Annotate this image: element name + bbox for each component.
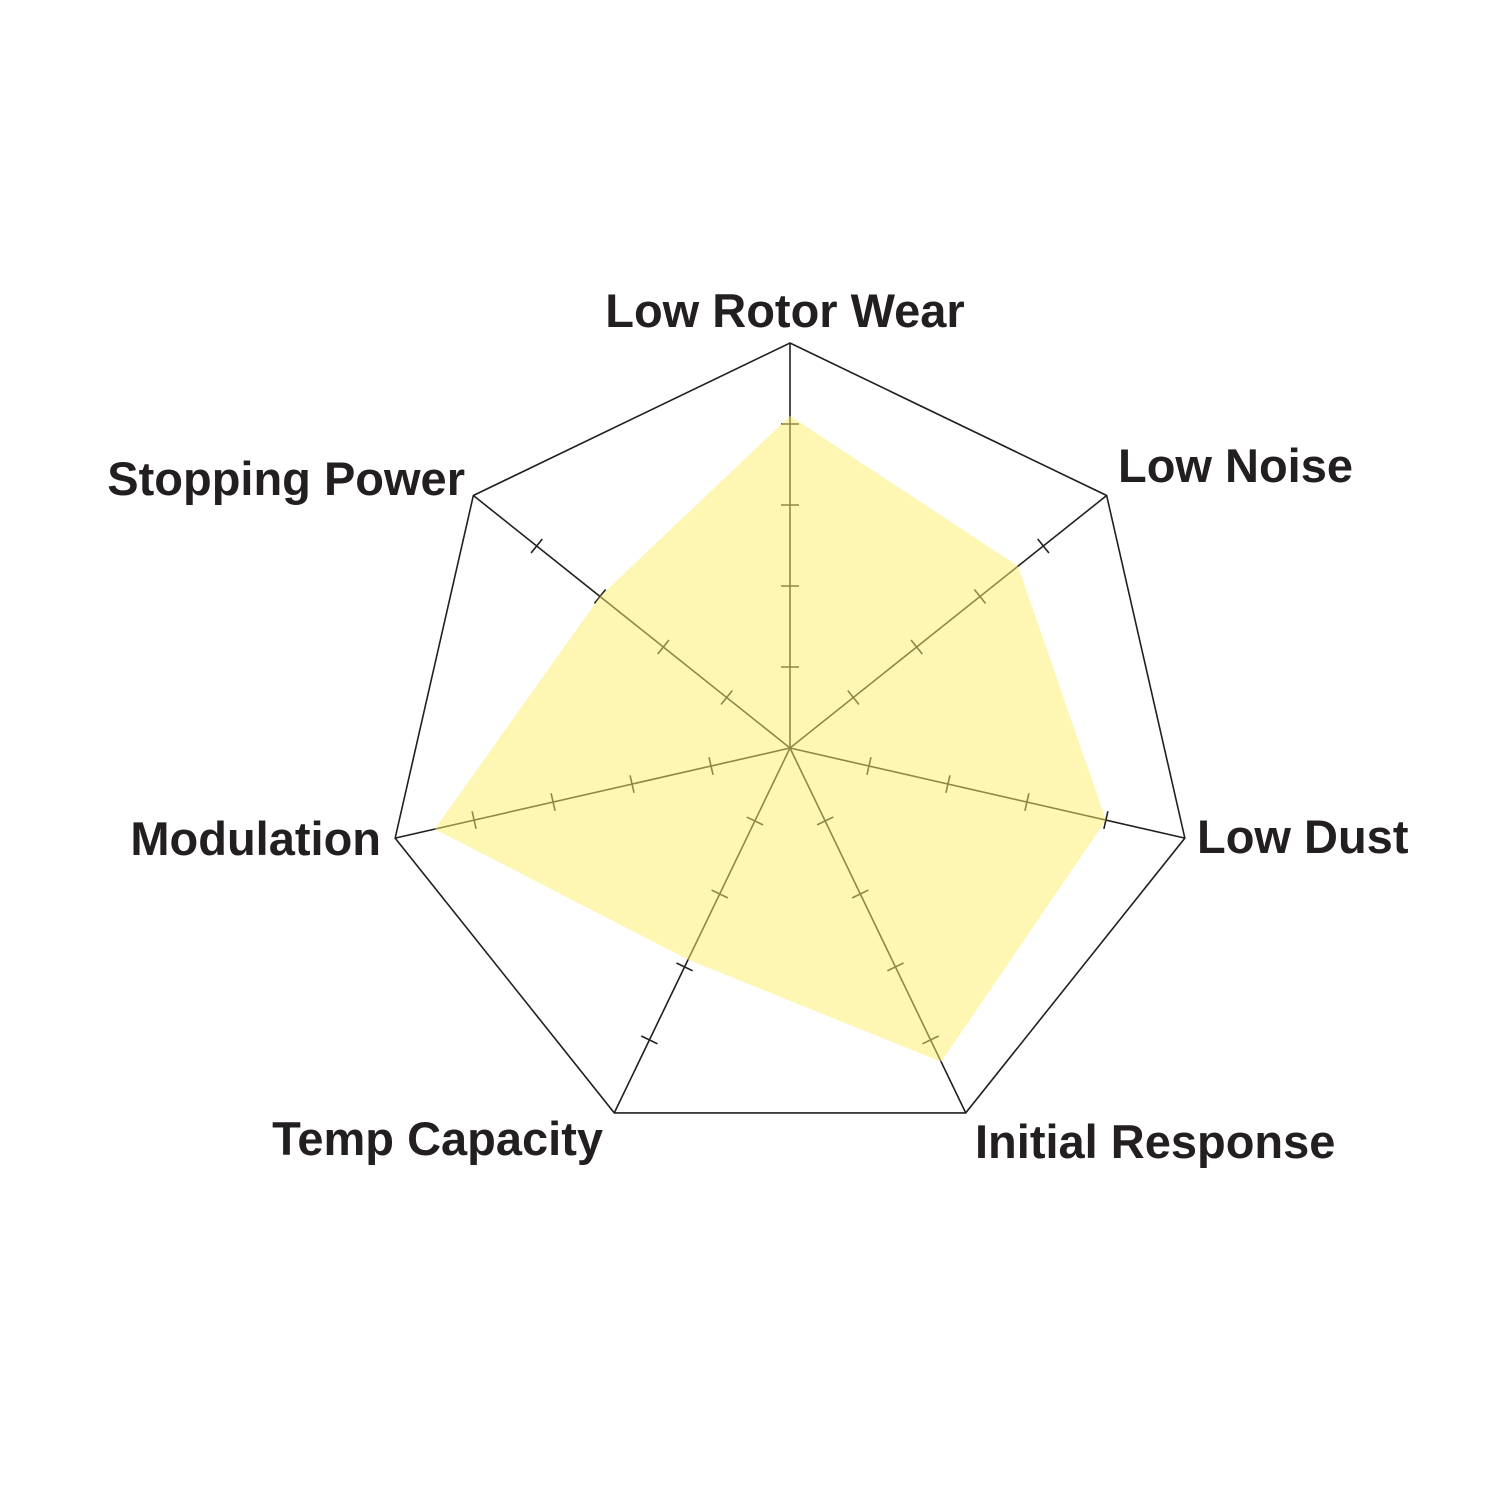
axis-label-stopping-power: Stopping Power [107,452,465,505]
axis-label-low-noise: Low Noise [1118,439,1353,492]
outer-frame [394,342,1186,1114]
data-area [434,415,1106,1062]
axis-tick [593,588,607,605]
axis-tick [676,962,694,972]
axis-label-low-rotor-wear: Low Rotor Wear [605,284,964,337]
axis-label-temp-capacity: Temp Capacity [272,1112,603,1165]
axis-tick [1037,538,1050,554]
axis-label-initial-response: Initial Response [975,1115,1335,1168]
axis-tick [640,1035,658,1045]
axis-label-modulation: Modulation [130,812,381,865]
axis-labels: Low Rotor Wear Low Noise Low Dust Initia… [107,284,1409,1168]
axis-tick [530,538,543,554]
axis-label-low-dust: Low Dust [1197,810,1409,863]
